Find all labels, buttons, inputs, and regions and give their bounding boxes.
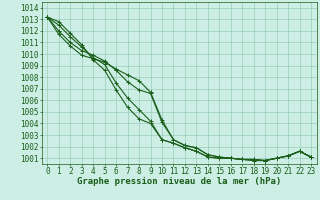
X-axis label: Graphe pression niveau de la mer (hPa): Graphe pression niveau de la mer (hPa) [77, 177, 281, 186]
